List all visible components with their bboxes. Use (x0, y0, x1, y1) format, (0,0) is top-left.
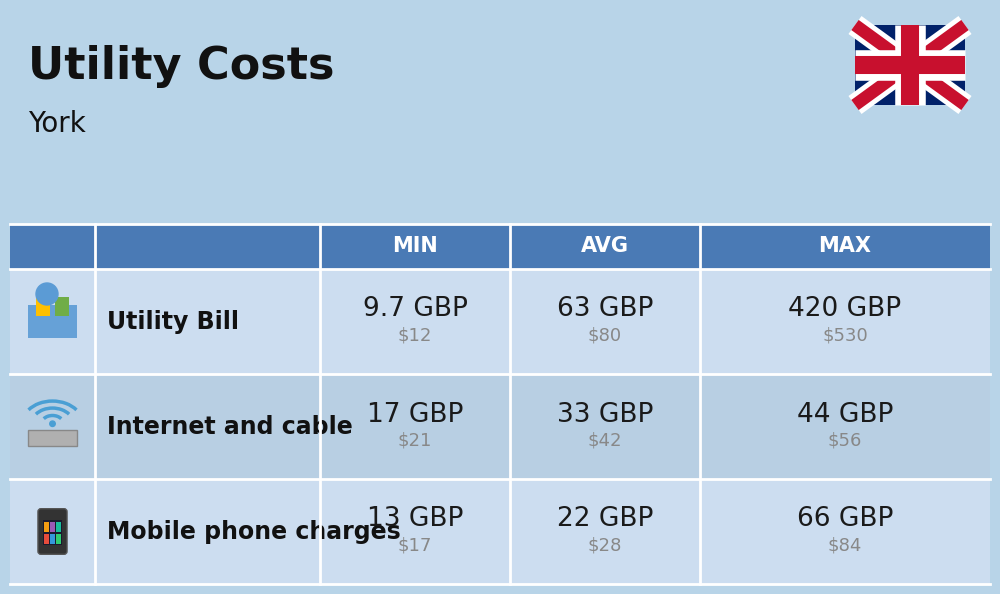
Text: $42: $42 (588, 431, 622, 450)
Text: Internet and cable: Internet and cable (107, 415, 353, 438)
Text: $28: $28 (588, 536, 622, 555)
Bar (10, 269, 990, 374)
Bar (10, 224, 990, 269)
Bar (855, 25, 965, 105)
FancyBboxPatch shape (38, 508, 67, 554)
Text: AVG: AVG (581, 236, 629, 257)
Text: $21: $21 (398, 431, 432, 450)
Text: Mobile phone charges: Mobile phone charges (107, 520, 401, 544)
Text: 17 GBP: 17 GBP (367, 402, 463, 428)
Text: 44 GBP: 44 GBP (797, 402, 893, 428)
Bar (50, 522, 55, 532)
Text: $80: $80 (588, 327, 622, 345)
Text: $12: $12 (398, 327, 432, 345)
Text: $56: $56 (828, 431, 862, 450)
Bar (50, 534, 55, 544)
Text: 22 GBP: 22 GBP (557, 507, 653, 532)
Bar (28, 430, 77, 446)
Text: 63 GBP: 63 GBP (557, 296, 653, 323)
Text: Utility Costs: Utility Costs (28, 45, 334, 88)
Bar (55, 297, 69, 316)
Text: 420 GBP: 420 GBP (788, 296, 902, 323)
Bar (44, 522, 49, 532)
Text: Utility Bill: Utility Bill (107, 309, 239, 333)
Text: $17: $17 (398, 536, 432, 555)
Text: 33 GBP: 33 GBP (557, 402, 653, 428)
Text: 66 GBP: 66 GBP (797, 507, 893, 532)
Text: $530: $530 (822, 327, 868, 345)
Text: MAX: MAX (818, 236, 872, 257)
Bar (10, 374, 990, 479)
Bar (10, 479, 990, 584)
Text: $84: $84 (828, 536, 862, 555)
Text: York: York (28, 110, 86, 138)
Circle shape (36, 283, 58, 305)
Bar (44, 534, 49, 544)
Text: MIN: MIN (392, 236, 438, 257)
Text: 9.7 GBP: 9.7 GBP (363, 296, 467, 323)
Bar (56, 522, 61, 532)
Bar (56, 534, 61, 544)
Bar (43, 520, 62, 545)
Text: 13 GBP: 13 GBP (367, 507, 463, 532)
Bar (36, 297, 50, 316)
Circle shape (50, 421, 55, 426)
Bar (28, 305, 77, 338)
